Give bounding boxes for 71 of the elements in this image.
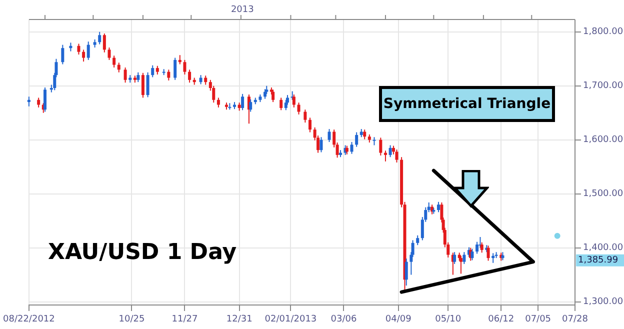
- candlestick: [199, 74, 202, 85]
- y-tick-label: 1,500.00: [583, 189, 624, 200]
- text: 2013: [230, 4, 254, 15]
- y-tick-label: 1,700.00: [583, 81, 624, 92]
- candlestick: [308, 117, 312, 133]
- candlestick: [112, 55, 116, 68]
- x-tick-label: 10/25: [118, 314, 145, 325]
- candlestick: [183, 59, 186, 76]
- x-tick-label: 05/10: [435, 314, 462, 325]
- candlestick: [178, 54, 182, 65]
- candlestick: [61, 44, 64, 65]
- candlestick: [280, 97, 283, 111]
- candlestick: [355, 132, 358, 148]
- candlestick: [416, 234, 420, 246]
- candlestick: [453, 252, 456, 264]
- candlestick: [320, 136, 323, 153]
- candlestick: [436, 201, 440, 213]
- candlestick: [350, 141, 354, 154]
- candlestick: [37, 97, 40, 108]
- candlestick: [492, 252, 495, 264]
- candlestick: [241, 93, 244, 111]
- y-tick-label: 1,600.00: [583, 135, 624, 146]
- candlestick: [98, 31, 102, 45]
- x-tick-label: 07/28: [562, 314, 588, 325]
- candlestick: [470, 248, 474, 261]
- annotation: Symmetrical Triangle: [379, 86, 555, 122]
- candlestick: [384, 150, 387, 162]
- candlestick: [188, 69, 192, 84]
- candlestick: [297, 102, 300, 115]
- candlestick: [395, 149, 398, 163]
- x-tick-label: 11/27: [172, 314, 198, 325]
- candlestick: [86, 41, 90, 60]
- candlestick: [272, 89, 275, 103]
- candlestick: [27, 96, 30, 107]
- candlestick: [204, 75, 208, 86]
- candlestick: [102, 32, 106, 53]
- x-tick-label: 04/09: [385, 314, 412, 325]
- x-tick-label: 03/06: [330, 314, 357, 325]
- candlestick: [476, 241, 479, 254]
- candlestick: [124, 67, 127, 84]
- candlestick: [167, 69, 170, 81]
- candlestick: [141, 72, 144, 98]
- x-tick-label: 08/22/2012: [3, 314, 55, 325]
- candlestick: [146, 72, 150, 98]
- candlestick: [284, 99, 288, 111]
- candlestick: [82, 49, 86, 62]
- y-tick-label: 1,400.00: [583, 243, 624, 254]
- text: XAU/USD 1 Day: [48, 240, 237, 265]
- candlestick: [77, 43, 80, 56]
- candlestick: [151, 64, 154, 78]
- x-tick-label: 07/05: [525, 314, 552, 325]
- candlestick: [117, 62, 120, 73]
- candlestick: [304, 109, 307, 124]
- candlestick: [462, 252, 466, 264]
- x-tick-label: 12/31: [226, 314, 252, 325]
- candlestick: [108, 47, 111, 60]
- candlestick: [388, 144, 392, 158]
- candlestick: [249, 98, 252, 112]
- y-tick-label: 1,800.00: [583, 27, 624, 38]
- candlestick: [379, 137, 382, 156]
- candlestick: [43, 86, 46, 112]
- candlestick: [363, 129, 366, 140]
- candlestick: [174, 57, 177, 80]
- y-tick-label: 1,300.00: [583, 297, 624, 308]
- x-tick-label: 02/01/2013: [264, 314, 317, 325]
- text: 1,385.99: [578, 256, 618, 266]
- candlestick: [136, 72, 140, 83]
- candlestick: [216, 97, 220, 108]
- x-tick-label: 06/12: [488, 314, 514, 325]
- candlestick: [480, 242, 484, 254]
- candlestick: [328, 128, 331, 142]
